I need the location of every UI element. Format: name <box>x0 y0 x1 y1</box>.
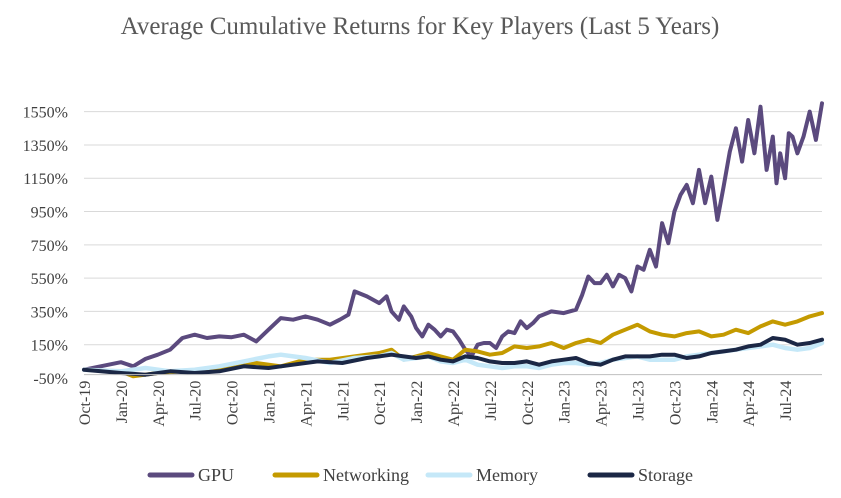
y-axis-tick-labels: -50% 150% 350% 550% 750% 950% 1150% 1350% 1550% <box>23 105 68 388</box>
x-tick-label: Oct-20 <box>225 381 242 425</box>
legend-label: Storage <box>638 465 693 485</box>
y-tick-label: 950% <box>31 205 68 222</box>
y-tick-label: 350% <box>31 304 68 321</box>
x-tick-label: Jul-22 <box>483 381 500 421</box>
x-tick-label: Oct-23 <box>667 381 684 425</box>
x-tick-label: Jan-24 <box>704 381 721 424</box>
y-tick-label: 150% <box>31 338 68 355</box>
x-tick-label: Apr-23 <box>594 381 611 427</box>
x-tick-label: Jan-22 <box>409 381 426 424</box>
series-line-gpu <box>82 101 824 372</box>
gridlines <box>84 111 822 346</box>
x-axis-tick-labels: Oct-19 Jan-20 Apr-20 Jul-20 Oct-20 Jan-21 Apr-… <box>77 381 795 427</box>
legend: GPU Networking Memory Storage <box>147 465 693 485</box>
x-tick-label: Apr-20 <box>151 381 168 427</box>
y-tick-label: -50% <box>33 371 68 388</box>
x-tick-label: Jul-21 <box>335 381 352 421</box>
series-line-storage <box>82 336 824 377</box>
x-tick-label: Oct-21 <box>372 381 389 425</box>
x-tick-label: Jan-20 <box>114 381 131 424</box>
x-tick-label: Jan-21 <box>262 381 279 424</box>
y-tick-label: 750% <box>31 238 68 255</box>
legend-item-memory: Memory <box>425 465 538 485</box>
legend-item-gpu: GPU <box>147 465 234 485</box>
chart-title: Average Cumulative Returns for Key Playe… <box>121 13 720 40</box>
y-tick-label: 550% <box>31 271 68 288</box>
x-tick-label: Apr-24 <box>741 381 758 427</box>
legend-item-networking: Networking <box>272 465 409 485</box>
x-tick-label: Oct-22 <box>520 381 537 425</box>
x-tick-label: Jan-23 <box>557 381 574 424</box>
legend-label: GPU <box>198 465 234 485</box>
y-tick-label: 1550% <box>23 105 68 122</box>
x-tick-label: Oct-19 <box>77 381 94 425</box>
y-tick-label: 1150% <box>23 171 68 188</box>
y-tick-label: 1350% <box>23 138 68 155</box>
legend-label: Networking <box>323 465 409 485</box>
legend-item-storage: Storage <box>587 465 693 485</box>
series-lines <box>81 101 825 379</box>
x-tick-label: Apr-22 <box>446 381 463 427</box>
x-tick-label: Jul-24 <box>778 381 795 421</box>
x-tick-label: Jul-20 <box>188 381 205 421</box>
legend-label: Memory <box>476 465 538 485</box>
x-tick-label: Apr-21 <box>298 381 315 427</box>
x-tick-label: Jul-23 <box>631 381 648 421</box>
